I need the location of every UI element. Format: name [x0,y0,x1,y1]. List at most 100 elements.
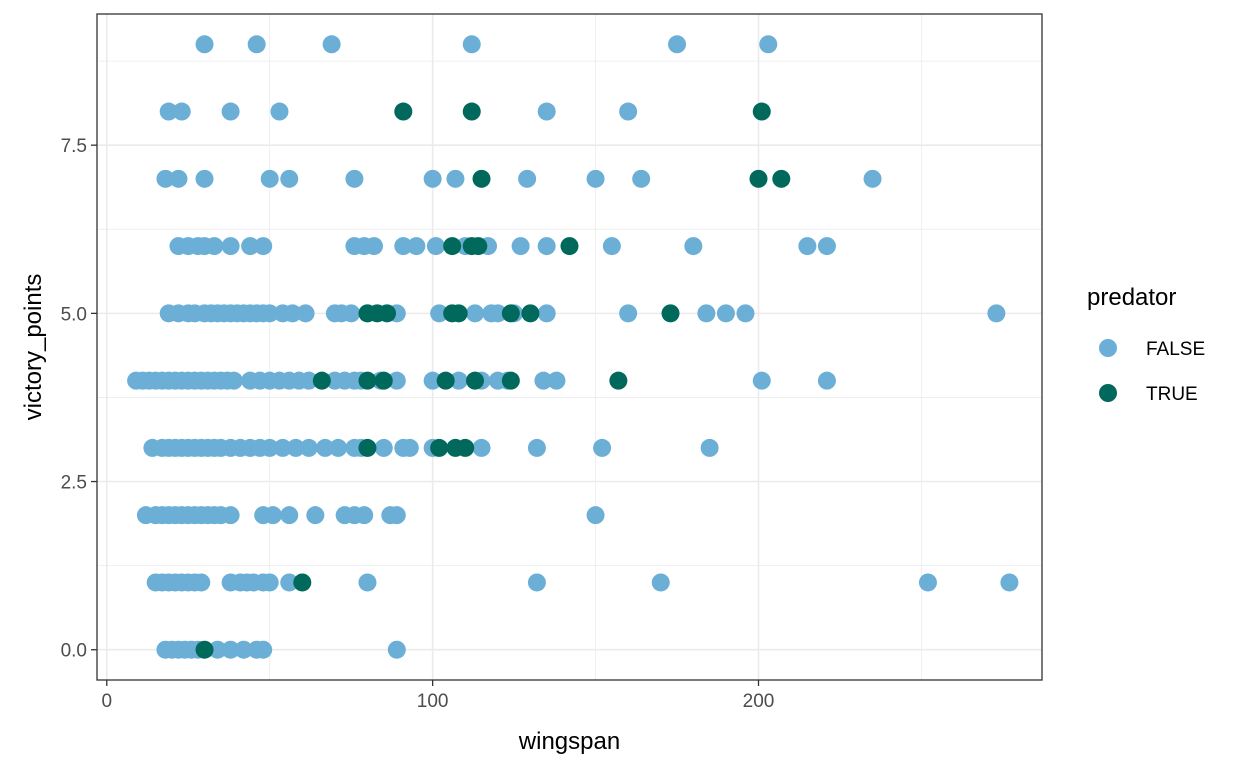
data-point-false [316,438,335,457]
data-point-true [661,304,680,323]
data-point-false [345,169,364,188]
data-point-true [752,102,771,121]
data-point-false [700,438,719,457]
data-point-false [716,304,735,323]
data-point-false [400,438,419,457]
data-point-false [619,304,638,323]
legend-items: FALSE TRUE [1099,339,1205,405]
data-point-false [534,371,553,390]
data-point-true [749,169,768,188]
data-point-false [358,573,377,592]
data-point-false [280,506,299,525]
data-point-false [192,573,211,592]
data-point-false [518,169,537,188]
data-points [127,35,1019,659]
data-point-true [436,371,455,390]
data-point-true [394,102,413,121]
data-point-false [488,304,507,323]
data-point-false [697,304,716,323]
data-point-true [501,371,520,390]
data-point-false [632,169,651,188]
data-point-false [466,304,484,323]
legend-label-true: TRUE [1146,384,1198,405]
x-axis-title: wingspan [518,728,620,755]
legend: predator FALSE TRUE [1087,284,1205,405]
data-point-true [469,237,488,256]
data-point-false [987,304,1006,323]
data-point-false [537,304,556,323]
y-axis-title: victory_points [20,274,47,421]
data-point-false [387,371,406,390]
data-point-true [443,237,462,256]
data-point-false [254,237,273,256]
y-tick-label: 2.5 [61,473,87,494]
data-point-false [752,371,771,390]
data-point-true [312,371,331,390]
data-point-false [296,304,315,323]
data-point-false [234,640,253,659]
data-point-false [407,237,426,256]
data-point-false [221,506,240,525]
data-point-false [537,102,556,121]
x-tick-label: 100 [417,691,449,712]
y-tick-label: 0.0 [61,641,87,662]
data-point-false [172,102,191,121]
data-point-false [195,169,214,188]
data-point-false [387,506,406,525]
data-point-false [254,640,273,659]
data-point-false [280,169,299,188]
data-point-false [449,371,468,390]
data-point-false [527,573,546,592]
data-point-false [798,237,817,256]
data-point-false [511,237,530,256]
data-point-false [273,438,292,457]
data-point-false [364,237,383,256]
data-point-true [374,371,393,390]
data-point-false [299,438,318,457]
data-point-false [263,506,282,525]
data-point-false [221,640,240,659]
data-point-false [387,640,406,659]
legend-title: predator [1087,284,1176,311]
data-point-false [1000,573,1019,592]
data-point-false [619,102,638,121]
data-point-false [329,438,348,457]
data-point-false [918,573,937,592]
data-point-false [283,304,302,323]
data-point-false [221,102,240,121]
data-point-false [306,506,325,525]
data-point-false [593,438,612,457]
data-point-false [205,237,224,256]
data-point-false [280,573,299,592]
data-point-false [423,371,442,390]
data-point-false [247,35,266,54]
data-point-false [322,35,341,54]
data-point-true [609,371,628,390]
data-point-false [423,169,442,188]
data-point-false [195,35,214,54]
data-point-true [358,438,377,457]
data-point-false [260,169,279,188]
data-point-false [586,169,605,188]
data-point-false [759,35,778,54]
data-point-false [355,506,374,525]
legend-key-true [1099,384,1117,402]
x-tick-label: 200 [743,691,775,712]
data-point-false [668,35,687,54]
data-point-true [772,169,791,188]
data-point-false [241,237,260,256]
data-point-false [208,640,227,659]
data-point-false [684,237,703,256]
data-point-true [430,438,449,457]
data-point-false [527,438,546,457]
data-point-false [430,304,449,323]
data-point-false [260,573,279,592]
data-point-false [286,438,305,457]
panel-border [96,13,1043,681]
data-point-false [863,169,882,188]
legend-key-false [1099,339,1117,357]
data-point-true [456,438,475,457]
data-point-true [195,640,214,659]
data-point-true [358,371,377,390]
